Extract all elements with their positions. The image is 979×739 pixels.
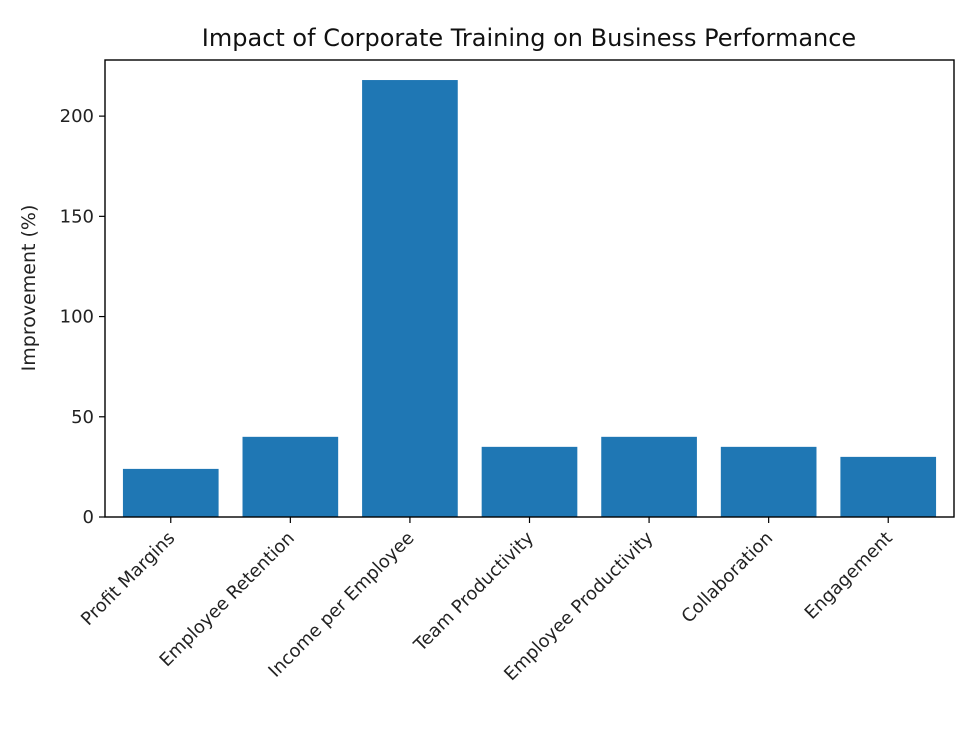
y-axis-ticks: 0 50 100 150 200 [60, 106, 105, 528]
x-tick-label: Engagement [801, 528, 897, 624]
plot-frame [104, 59, 955, 518]
x-tick-label: Employee Retention [156, 528, 299, 671]
chart-title: Impact of Corporate Training on Business… [202, 24, 856, 52]
x-tick-label: Team Productivity [409, 527, 538, 656]
bar-team-productivity [481, 446, 578, 517]
bar-collaboration [720, 446, 817, 517]
y-tick-label: 150 [60, 206, 94, 227]
y-tick-label: 50 [71, 407, 94, 428]
y-tick-label: 100 [60, 307, 94, 328]
y-axis-label: Improvement (%) [18, 205, 40, 372]
y-tick-label: 200 [60, 106, 94, 127]
x-tick-label: Collaboration [678, 528, 778, 628]
x-tick-label: Profit Margins [77, 528, 179, 630]
y-tick-label: 0 [83, 507, 94, 528]
bars-group [122, 80, 937, 518]
bar-employee-productivity [601, 436, 697, 517]
bar-engagement [840, 456, 937, 517]
bar-income-per-employee [362, 80, 458, 518]
bar-profit-margins [122, 468, 219, 517]
bar-employee-retention [242, 436, 339, 517]
